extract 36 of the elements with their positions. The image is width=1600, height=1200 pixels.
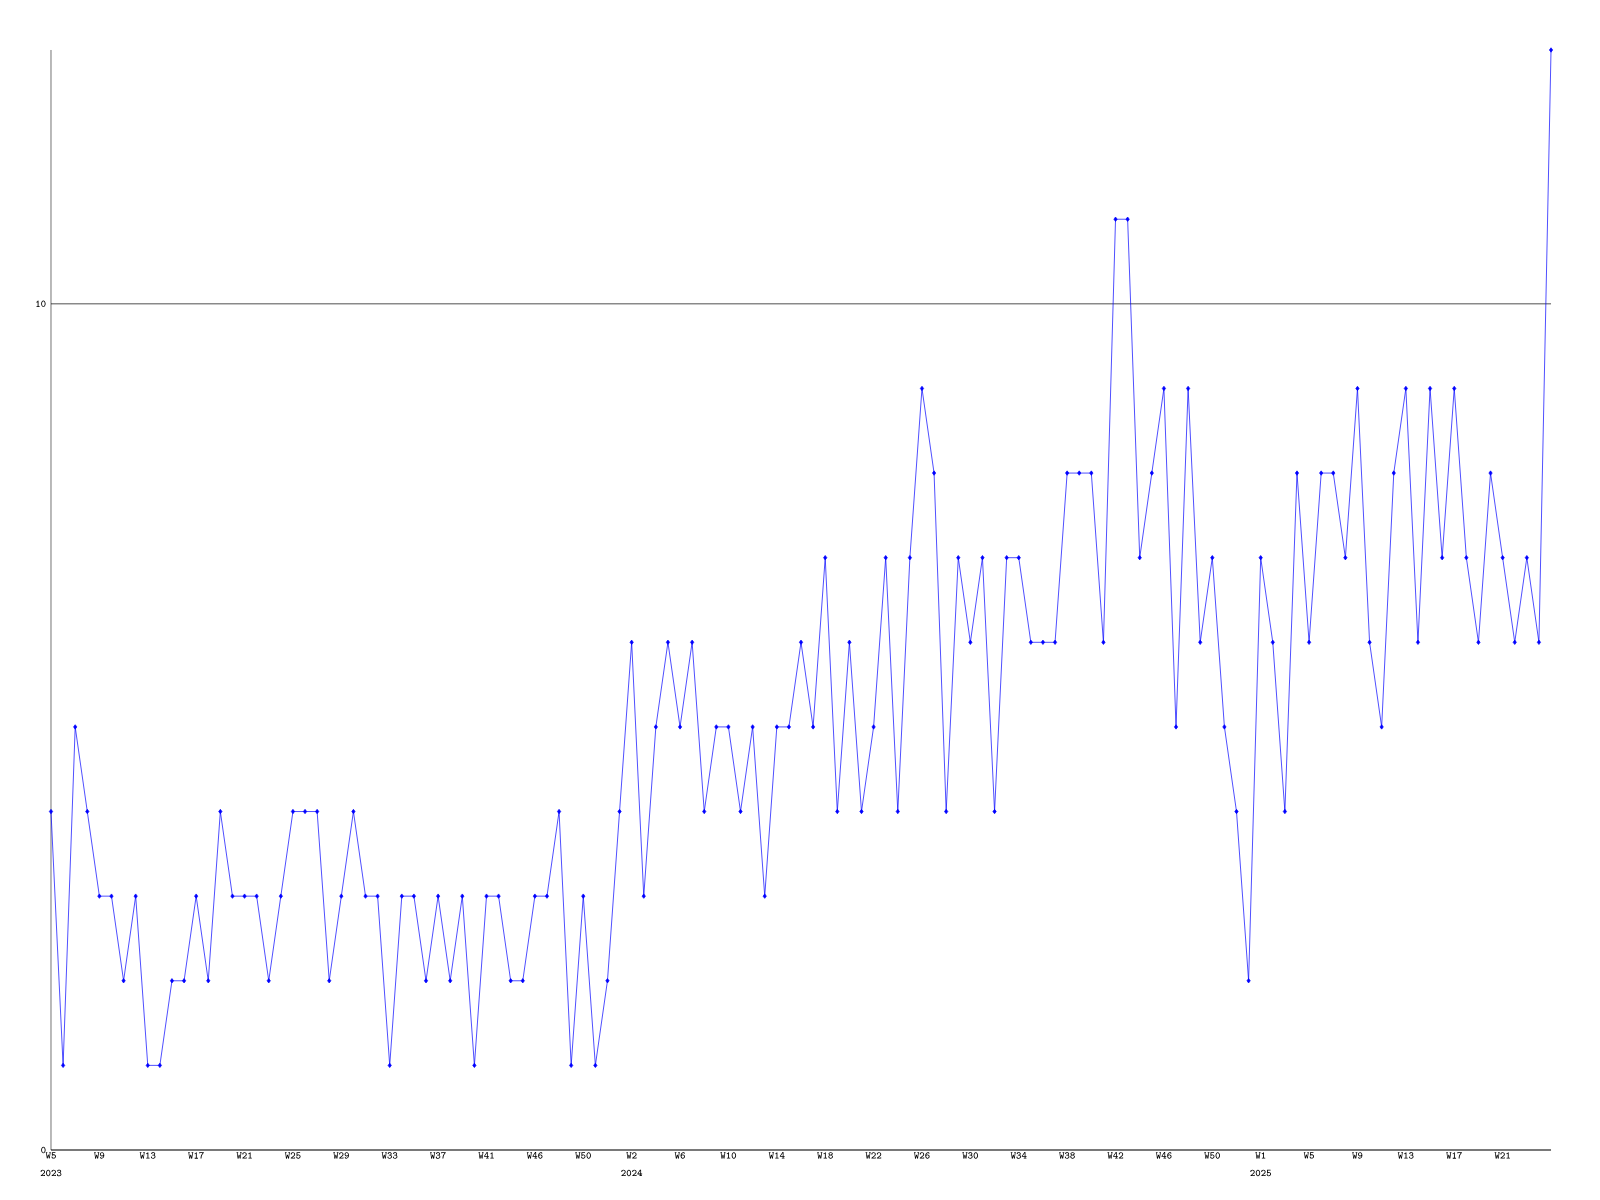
x-tick-label: W46 — [526, 1152, 543, 1159]
text: 2025 — [1250, 1169, 1272, 1177]
x-tick-label: W46 — [1155, 1152, 1172, 1159]
x-tick-label: W5 — [45, 1152, 56, 1159]
x-tick-label: W21 — [236, 1152, 252, 1159]
x-tick-label: W29 — [333, 1152, 349, 1159]
x-tick-label: W6 — [674, 1152, 685, 1159]
x-tick-label: W34 — [1010, 1152, 1027, 1159]
x-tick-label: W14 — [768, 1152, 785, 1159]
x-tick-label: W25 — [284, 1152, 301, 1159]
x-tick-label: W18 — [817, 1152, 833, 1159]
x-tick-label: W13 — [139, 1152, 156, 1159]
x-tick-label: W9 — [1352, 1152, 1363, 1159]
text: 2024 — [621, 1169, 643, 1177]
x-tick-label: W42 — [1107, 1152, 1124, 1159]
x-tick-label: W5 — [1303, 1152, 1315, 1159]
text: 2023 — [40, 1169, 62, 1177]
x-tick-label: W1 — [1255, 1152, 1266, 1159]
x-tick-label: W22 — [865, 1152, 882, 1159]
x-tick-label: W17 — [188, 1152, 204, 1159]
x-tick-label: W10 — [720, 1152, 737, 1159]
x-tick-label: W17 — [1446, 1152, 1462, 1159]
x-tick-label: W30 — [962, 1152, 979, 1159]
x-tick-label: W41 — [478, 1152, 494, 1159]
x-tick-label: W37 — [430, 1152, 446, 1159]
x-tick-label: W26 — [913, 1152, 930, 1159]
y-tick-label: 10 — [36, 300, 46, 308]
x-tick-label: W9 — [94, 1152, 105, 1159]
x-tick-label: W50 — [1204, 1152, 1220, 1159]
x-tick-label: W13 — [1397, 1152, 1414, 1159]
x-tick-label: W50 — [575, 1152, 591, 1159]
x-tick-label: W2 — [626, 1152, 637, 1159]
y-tick-label: 0 — [41, 1146, 46, 1154]
x-tick-label: W21 — [1494, 1152, 1510, 1159]
x-tick-label: W38 — [1059, 1152, 1075, 1159]
x-tick-label: W33 — [381, 1152, 398, 1159]
